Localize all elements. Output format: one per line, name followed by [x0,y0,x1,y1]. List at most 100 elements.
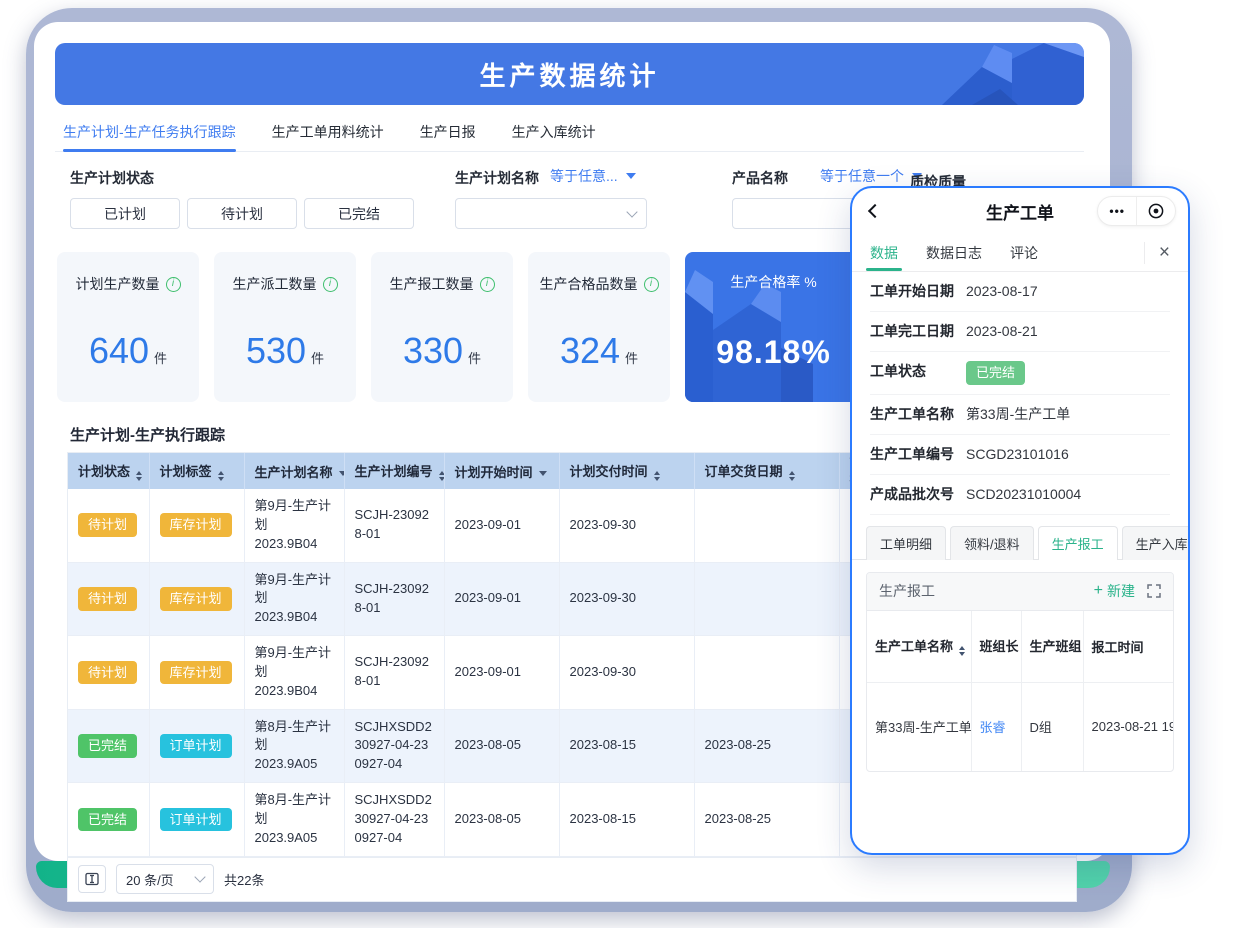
page-size-select[interactable]: 20 条/页 [116,864,214,895]
filter-plan-name-operator[interactable]: 等于任意... [550,166,636,186]
filter-status-finished-button[interactable]: 已完结 [304,198,414,229]
filter-status-pending-button[interactable]: 待计划 [187,198,297,229]
order-date-cell [694,635,840,710]
status-tag: 已完结 [78,807,138,832]
modal-header: 生产工单 [852,188,1188,234]
stat-unit: 件 [625,351,639,366]
deliver-date-cell: 2023-09-30 [559,562,695,637]
sub-column-team-leader[interactable]: 班组长 [971,610,1022,683]
panel-title: 生产报工 [879,583,935,600]
stat-value: 330 [402,330,464,371]
filter-product-operator[interactable]: 等于任意一个 [820,166,922,186]
filter-status-label: 生产计划状态 [70,170,154,186]
tab-daily-report[interactable]: 生产日报 [419,123,476,140]
back-icon[interactable] [867,203,883,219]
subtab-workorder-detail[interactable]: 工单明细 [866,525,947,560]
modal-tab-data-log[interactable]: 数据日志 [926,244,982,261]
column-header-plan-name[interactable]: 生产计划名称 [244,453,345,489]
stat-value: 98.18% [716,334,831,370]
filter-icon[interactable] [539,471,547,476]
sub-table-row[interactable]: 第33周-生产工单 张睿 D组 2023-08-21 19:07 [867,682,1173,771]
sort-icon[interactable] [136,471,142,481]
deliver-date-cell: 2023-08-15 [559,709,695,784]
more-icon[interactable] [1098,197,1137,225]
field-batch-number: 产成品批次号 SCD20231010004 [870,475,1170,515]
chevron-down-icon [194,871,206,883]
caret-down-icon [625,173,636,179]
sort-icon[interactable] [654,471,660,481]
stat-label: 生产合格率 % [730,274,817,290]
plan-name-cell: 第9月-生产计划 2023.9B04 [244,489,345,563]
filter-icon[interactable] [339,471,343,476]
order-date-cell [694,489,840,563]
info-icon[interactable] [165,276,181,292]
stat-unit: 件 [154,351,168,366]
columns-icon [85,873,99,886]
expand-icon[interactable] [1147,584,1161,598]
filter-plan-name-select[interactable] [455,198,647,229]
stat-card-qualified-qty: 生产合格品数量 324 件 [528,252,670,402]
sort-icon[interactable] [439,471,443,481]
stat-label: 生产报工数量 [389,276,474,292]
column-header-plan-code[interactable]: 生产计划编号 [344,453,445,489]
tab-plan-task-tracking[interactable]: 生产计划-生产任务执行跟踪 [63,112,236,152]
start-date-cell: 2023-09-01 [444,562,560,637]
plan-code-cell: SCJHXSDD230927-04-230927-04 [344,709,445,784]
subtab-inbound[interactable]: 生产入库 [1121,525,1188,560]
start-date-cell: 2023-08-05 [444,782,560,857]
start-date-cell: 2023-08-05 [444,709,560,784]
info-icon[interactable] [643,276,659,292]
modal-field-list: 工单开始日期 2023-08-17 工单完工日期 2023-08-21 工单状态… [852,272,1188,515]
sort-icon[interactable] [789,471,795,481]
field-finish-date: 工单完工日期 2023-08-21 [870,312,1170,352]
status-tag: 待计划 [78,587,138,611]
tab-inbound-stats[interactable]: 生产入库统计 [511,123,596,140]
subtab-material[interactable]: 领料/退料 [950,525,1034,560]
target-icon[interactable] [1137,202,1175,220]
field-start-date: 工单开始日期 2023-08-17 [870,272,1170,312]
stat-value: 530 [245,330,307,371]
column-header-start-date[interactable]: 计划开始时间 [444,453,560,489]
column-settings-button[interactable] [78,865,106,894]
plan-tag: 订单计划 [159,734,232,758]
info-icon[interactable] [322,276,338,292]
main-tab-bar: 生产计划-生产任务执行跟踪 生产工单用料统计 生产日报 生产入库统计 [55,112,1084,152]
table-section-title: 生产计划-生产执行跟踪 [70,427,225,444]
filter-status-planned-button[interactable]: 已计划 [70,198,180,229]
sub-column-workorder-name[interactable]: 生产工单名称 [867,610,972,683]
sub-column-team[interactable]: 生产班组 [1021,610,1084,683]
info-icon[interactable] [479,276,495,292]
subtab-production-report[interactable]: 生产报工 [1037,525,1118,560]
sort-icon[interactable] [218,471,224,481]
status-tag: 待计划 [78,513,138,538]
stat-unit: 件 [311,351,325,366]
stat-label: 生产合格品数量 [539,276,638,292]
banner-decoration-icon [942,43,1084,105]
field-status: 工单状态 已完结 [870,352,1170,395]
plan-name-cell: 第9月-生产计划 2023.9B04 [244,635,345,710]
deliver-date-cell: 2023-08-15 [559,782,695,857]
column-header-tag[interactable]: 计划标签 [149,453,245,489]
plan-code-cell: SCJH-230928-01 [344,562,445,637]
order-date-cell: 2023-08-25 [694,709,840,784]
report-time-cell: 2023-08-21 19:07 [1083,682,1173,771]
table-row[interactable]: 待计划 库存计划 第9月-生产计划 2023.9B04 SCJH-230928-… [68,489,1076,563]
modal-tab-comments[interactable]: 评论 [1010,244,1038,261]
deliver-date-cell: 2023-09-30 [559,489,695,563]
stat-unit: 件 [468,351,482,366]
new-record-button[interactable]: 新建 [1094,581,1135,601]
sort-icon[interactable] [959,646,965,656]
column-header-order-date[interactable]: 订单交货日期 [694,453,840,489]
stat-value: 324 [559,330,621,371]
column-header-status[interactable]: 计划状态 [68,453,150,489]
team-leader-link[interactable]: 张睿 [979,720,1006,736]
status-tag: 已完结 [78,734,138,758]
rate-card-decoration-icon [685,270,813,402]
sub-column-report-time[interactable]: 报工时间 [1083,610,1173,683]
pagination-bar: 20 条/页 共22条 [68,856,1076,901]
column-header-deliver-date[interactable]: 计划交付时间 [559,453,695,489]
modal-tab-data[interactable]: 数据 [866,234,902,271]
status-tag: 待计划 [78,660,138,685]
close-icon[interactable] [1143,241,1170,264]
tab-workorder-material[interactable]: 生产工单用料统计 [271,123,384,140]
